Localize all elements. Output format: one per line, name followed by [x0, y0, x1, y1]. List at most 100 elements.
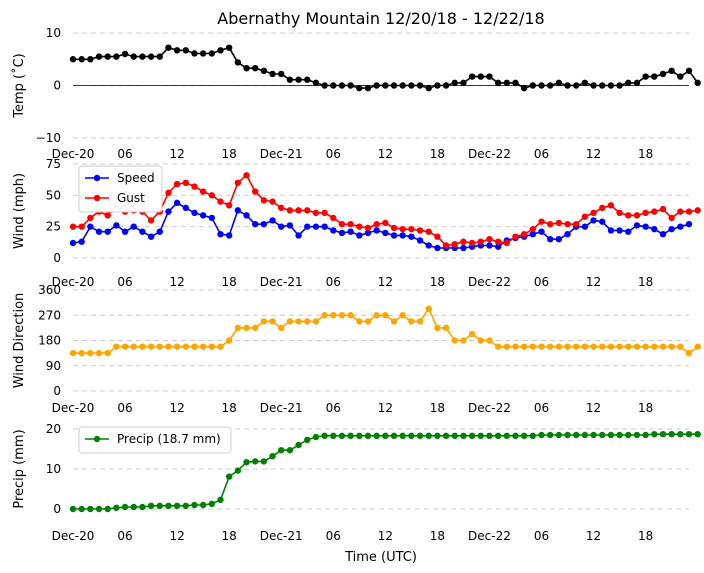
legend-label: Precip (18.7 mm): [117, 432, 221, 446]
data-point: [304, 207, 311, 214]
data-point: [182, 343, 189, 350]
data-point: [104, 228, 111, 235]
data-point: [590, 82, 597, 89]
data-point: [364, 84, 372, 92]
data-point: [330, 312, 337, 319]
x-tick-label: 18: [638, 401, 653, 415]
data-point: [607, 227, 615, 234]
data-point: [260, 458, 268, 465]
data-point: [173, 180, 181, 188]
data-point: [581, 223, 589, 230]
data-point: [243, 64, 250, 72]
data-point: [451, 241, 458, 248]
data-point: [382, 312, 389, 319]
data-point: [165, 44, 172, 51]
data-point: [399, 232, 406, 239]
data-point: [278, 223, 285, 230]
data-point: [538, 82, 545, 89]
data-point: [538, 218, 545, 225]
x-tick-label: 18: [638, 275, 653, 289]
data-point: [408, 82, 415, 89]
y-tick-label: 10: [46, 462, 61, 476]
data-point: [234, 324, 242, 332]
data-point: [312, 318, 320, 325]
data-point: [243, 459, 250, 466]
data-point: [382, 219, 389, 227]
data-point: [260, 67, 268, 75]
data-point: [546, 236, 554, 243]
x-tick-label: Dec-20: [52, 529, 95, 543]
data-point: [121, 228, 129, 235]
data-point: [512, 233, 519, 240]
data-point: [173, 502, 181, 509]
data-point: [208, 50, 216, 57]
data-point: [199, 212, 207, 219]
y-tick-label: 180: [38, 334, 61, 348]
data-point: [225, 202, 233, 209]
data-point: [321, 209, 328, 217]
data-point: [295, 318, 302, 325]
data-point: [399, 82, 406, 89]
data-point: [642, 343, 649, 350]
data-point: [442, 432, 450, 439]
data-point: [651, 431, 658, 438]
data-point: [251, 188, 259, 195]
x-tick-label: 12: [378, 147, 393, 161]
x-tick-label: 18: [222, 401, 237, 415]
x-tick-label: Dec-22: [468, 147, 511, 161]
x-tick-label: 06: [117, 147, 132, 161]
data-point: [651, 343, 658, 350]
data-point: [390, 232, 398, 239]
data-point: [425, 432, 432, 439]
panel-direction: 0 90 180 270 360 Dec-20 06 12 18 Dec-21 06 12 18 Dec-…: [12, 283, 701, 415]
x-tick-label: 18: [222, 529, 237, 543]
data-point: [659, 230, 667, 238]
data-point: [408, 318, 415, 325]
x-tick-label: 18: [638, 529, 653, 543]
data-point: [225, 473, 233, 480]
data-point: [555, 236, 563, 243]
data-point: [677, 431, 684, 438]
data-point: [416, 432, 424, 439]
panels-layer: −10 0 10 Dec-20 06 12 18 Dec-21 06 12 18 Dec-22 06 12…: [11, 26, 701, 543]
x-tick-label: Dec-22: [468, 401, 511, 415]
data-point: [520, 84, 528, 92]
data-point: [234, 59, 242, 66]
x-tick-label: 06: [326, 401, 341, 415]
data-point: [278, 204, 285, 212]
data-point: [304, 318, 311, 325]
data-point: [590, 209, 597, 217]
x-tick-label: Dec-20: [52, 275, 95, 289]
data-point: [173, 343, 181, 350]
data-point: [382, 432, 389, 439]
data-point: [295, 232, 302, 239]
data-point: [616, 343, 623, 350]
data-point: [182, 47, 189, 54]
data-point: [191, 183, 198, 190]
x-tick-label: 18: [430, 275, 445, 289]
data-point: [382, 82, 389, 89]
data-point: [260, 318, 268, 325]
data-point: [503, 343, 511, 350]
data-point: [373, 82, 380, 89]
data-point: [590, 343, 597, 350]
data-point: [87, 349, 94, 357]
y-tick-label: 75: [46, 157, 61, 171]
data-point: [555, 79, 563, 87]
data-point: [243, 172, 250, 179]
data-point: [494, 243, 502, 250]
data-point: [399, 432, 406, 439]
data-point: [156, 53, 163, 60]
data-point: [529, 82, 537, 89]
x-tick-label: Dec-22: [468, 529, 511, 543]
data-point: [555, 343, 563, 350]
data-point: [434, 432, 441, 439]
data-point: [113, 343, 120, 350]
data-point: [191, 501, 198, 509]
data-point: [147, 343, 155, 350]
y-tick-label: 50: [46, 188, 61, 202]
data-point: [425, 242, 432, 249]
data-point: [260, 220, 268, 228]
x-tick-label: 06: [117, 529, 132, 543]
data-point: [659, 70, 667, 78]
